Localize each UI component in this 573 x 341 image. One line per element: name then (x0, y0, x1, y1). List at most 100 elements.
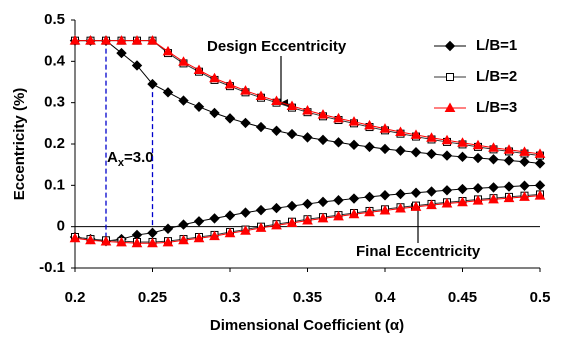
point (333, 210, 344, 221)
point (286, 100, 298, 110)
point (472, 139, 484, 150)
point (147, 237, 158, 248)
x-tick-label: 0.45 (448, 289, 477, 306)
point (395, 202, 406, 213)
point (178, 234, 189, 245)
point (224, 227, 236, 238)
point (333, 195, 344, 206)
point (503, 144, 515, 154)
point (240, 207, 251, 218)
y-tick-label: 0.5 (44, 11, 65, 28)
point (100, 236, 112, 246)
x-tick-label: 0.4 (375, 289, 397, 306)
x-tick-label: 0.25 (138, 289, 167, 306)
point (457, 137, 468, 147)
point (116, 236, 127, 247)
point (348, 208, 360, 219)
point (364, 141, 375, 153)
point (488, 193, 499, 204)
y-tick-label: 0.2 (44, 135, 65, 152)
point (364, 191, 375, 203)
point (162, 87, 174, 98)
point (85, 234, 96, 245)
point (317, 196, 329, 208)
x-tick-label: 0.3 (220, 289, 241, 306)
point (395, 126, 406, 137)
point (302, 214, 313, 225)
point (286, 128, 298, 140)
point (116, 47, 127, 59)
annotation: Design Eccentricity (207, 38, 347, 55)
point (441, 198, 453, 208)
point (147, 78, 158, 90)
point (255, 204, 267, 216)
point (100, 35, 112, 45)
point (503, 155, 515, 166)
point (348, 193, 360, 204)
point (162, 223, 174, 234)
point (472, 152, 484, 164)
point (302, 132, 313, 143)
point (193, 216, 205, 227)
y-tick-label: 0.3 (44, 94, 65, 111)
point (348, 139, 360, 151)
point (162, 45, 174, 56)
point (364, 206, 375, 217)
point (162, 236, 174, 247)
point (317, 134, 329, 146)
point (317, 212, 329, 223)
point (333, 112, 344, 123)
x-axis-title: Dimensional Coefficient (α) (210, 317, 404, 334)
point (69, 232, 81, 243)
point (519, 146, 530, 156)
y-tick-label: -0.1 (39, 259, 65, 276)
annotation-part: =3.0 (124, 149, 154, 166)
legend-label: L/B=3 (476, 99, 517, 116)
point (379, 143, 391, 155)
point (286, 200, 298, 212)
legend-label: L/B=2 (476, 68, 517, 85)
point (240, 85, 251, 95)
legend-marker (444, 102, 456, 112)
point (457, 151, 468, 163)
point (333, 137, 344, 148)
y-tick-label: 0 (57, 218, 65, 235)
x-tick-label: 0.5 (530, 289, 551, 306)
point (457, 196, 468, 207)
point (193, 232, 205, 243)
point (534, 190, 546, 200)
point (441, 134, 453, 145)
point (147, 35, 158, 45)
point (395, 145, 406, 156)
point (410, 147, 422, 158)
point (519, 180, 530, 191)
point (488, 154, 499, 165)
point (534, 158, 546, 169)
point (209, 230, 220, 241)
point (85, 35, 96, 45)
point (395, 188, 406, 200)
point (147, 227, 158, 239)
point (488, 182, 499, 193)
point (240, 225, 251, 235)
point (488, 142, 499, 152)
point (302, 198, 313, 210)
point (224, 113, 236, 124)
point (410, 201, 422, 211)
point (224, 78, 236, 89)
x-tick-label: 0.35 (293, 289, 322, 306)
point (410, 187, 422, 198)
annotation: Ax=3.0 (107, 149, 154, 169)
legend-marker (444, 40, 456, 52)
point (364, 119, 375, 130)
point (271, 95, 282, 106)
point (209, 213, 220, 224)
point (209, 72, 220, 83)
point (193, 101, 205, 113)
series-line (74, 184, 541, 242)
point (255, 222, 267, 232)
point (209, 107, 220, 119)
point (286, 217, 298, 227)
point (193, 64, 205, 75)
